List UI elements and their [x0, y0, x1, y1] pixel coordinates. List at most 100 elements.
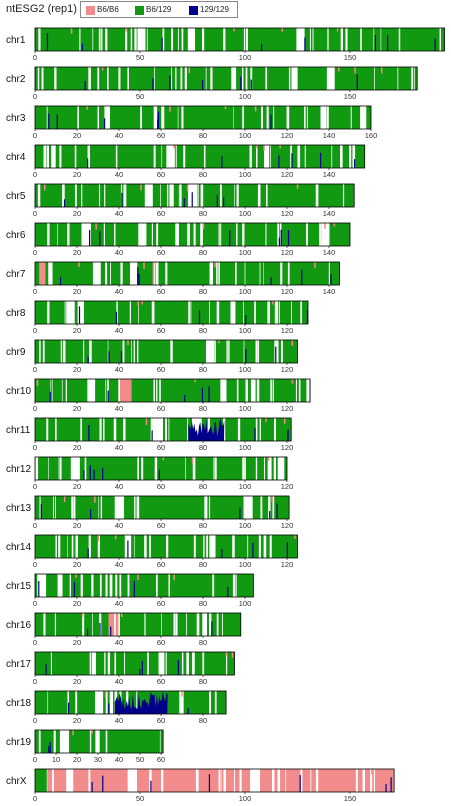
gap-segment — [124, 652, 125, 675]
gap-segment — [188, 652, 189, 675]
gap-segment — [250, 769, 261, 792]
gap-segment — [345, 28, 348, 51]
a129-spike — [270, 114, 272, 129]
gap-segment — [350, 106, 352, 129]
gap-segment — [269, 457, 272, 480]
gap-segment — [104, 184, 106, 207]
chromosome-track-chr5: chr5 0 20 40 60 80 100 120 140 — [6, 183, 355, 218]
gap-segment — [107, 379, 109, 402]
gap-segment — [209, 535, 216, 558]
axis-tick-label: 120 — [281, 404, 294, 413]
gap-segment — [48, 262, 51, 285]
axis-tick-label: 0 — [33, 287, 37, 296]
gap-segment — [214, 457, 217, 480]
axis-tick-label: 60 — [157, 131, 165, 140]
a129-spike — [239, 507, 241, 519]
gap-segment — [258, 535, 261, 558]
gap-segment — [97, 106, 100, 129]
gap-segment — [192, 457, 196, 480]
gap-segment — [106, 67, 109, 90]
b6-speck — [78, 262, 80, 267]
gap-segment — [274, 340, 279, 363]
chromosome-frame — [34, 417, 292, 442]
gap-segment — [136, 496, 139, 519]
axis-tick-label: 50 — [136, 794, 144, 803]
gap-segment — [107, 340, 109, 363]
a129-spike — [89, 509, 92, 519]
gap-segment — [160, 184, 161, 207]
axis-tick-label: 100 — [239, 326, 252, 335]
gap-segment — [272, 496, 275, 519]
gap-segment — [272, 379, 274, 402]
axis-tick-label: 0 — [33, 716, 37, 725]
gap-segment — [239, 769, 241, 792]
gap-segment — [77, 535, 78, 558]
gap-segment — [277, 769, 281, 792]
gap-segment — [234, 184, 235, 207]
gap-segment — [161, 145, 163, 168]
gap-segment — [162, 106, 165, 129]
gap-segment — [232, 535, 235, 558]
gap-segment — [411, 67, 413, 90]
gap-segment — [259, 418, 261, 441]
axis-tick-label: 0 — [33, 521, 37, 530]
gap-segment — [54, 418, 57, 441]
gap-segment — [149, 769, 152, 792]
axis-tick-label: 80 — [199, 599, 207, 608]
axis-tick-label: 80 — [199, 716, 207, 725]
axis-tick-label: 0 — [33, 794, 37, 803]
gap-segment — [118, 613, 120, 636]
gap-segment — [101, 28, 103, 51]
axis-tick-label: 0 — [33, 131, 37, 140]
gap-segment — [265, 223, 267, 246]
axis-tick-label: 80 — [199, 443, 207, 452]
gap-segment — [161, 769, 164, 792]
axis-tick-label: 150 — [344, 794, 357, 803]
axis-tick-label: 100 — [239, 131, 252, 140]
gap-segment — [134, 496, 136, 519]
a129-spike — [83, 470, 85, 480]
chromosome-label: chrX — [6, 776, 27, 787]
axis-tick-label: 80 — [199, 131, 207, 140]
gap-segment — [171, 67, 173, 90]
axis-tick-label: 40 — [115, 716, 123, 725]
gap-segment — [304, 106, 306, 129]
axis-tick-label: 80 — [199, 482, 207, 491]
gap-segment — [144, 535, 147, 558]
gap-segment — [131, 340, 132, 363]
b6-speck — [141, 301, 143, 305]
gap-segment — [242, 106, 245, 129]
gap-segment — [110, 262, 112, 285]
gap-segment — [77, 106, 79, 129]
chromosome-frame — [34, 729, 164, 754]
a129-spike — [48, 113, 50, 129]
gap-segment — [193, 223, 196, 246]
gap-segment — [114, 613, 116, 636]
b6-speck — [210, 769, 212, 776]
chromosome-frame — [34, 495, 290, 520]
gap-segment — [137, 340, 139, 363]
a129-spike — [38, 581, 40, 597]
gap-segment — [186, 613, 187, 636]
axis-tick-label: 120 — [281, 521, 294, 530]
het-segment — [35, 67, 418, 90]
a129-spike — [87, 158, 89, 168]
gap-segment — [373, 28, 375, 51]
axis-tick-label: 100 — [239, 209, 252, 218]
gap-segment — [187, 28, 196, 51]
gap-segment — [67, 691, 69, 714]
gap-segment — [161, 613, 162, 636]
a129-spike — [139, 668, 141, 675]
axis-tick-label: 60 — [157, 755, 165, 764]
a129-spike — [84, 81, 86, 90]
axis-tick-label: 120 — [281, 482, 294, 491]
gap-segment — [79, 28, 81, 51]
gap-segment — [298, 145, 301, 168]
axis-tick-label: 0 — [33, 755, 37, 764]
gap-segment — [331, 145, 333, 168]
gap-segment — [80, 574, 83, 597]
b6-speck — [291, 340, 294, 346]
gap-segment — [192, 652, 194, 675]
